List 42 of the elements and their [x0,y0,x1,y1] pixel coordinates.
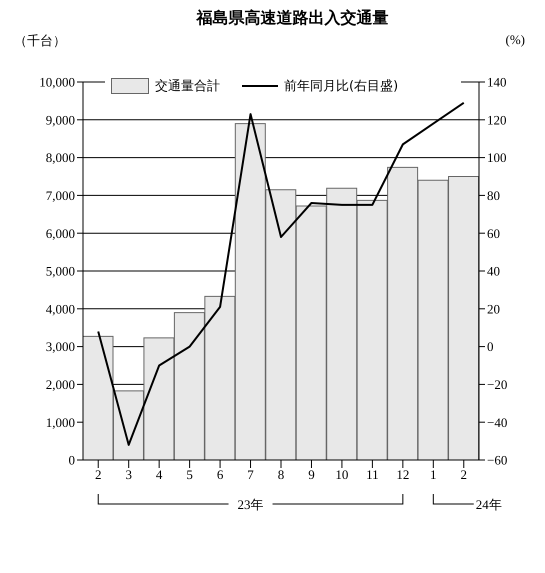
y2-tick-label: 140 [487,74,506,90]
y2-tick-label: 120 [487,112,506,128]
y-tick-label: 2,000 [46,377,75,392]
year-bracket: 24年 [432,494,502,512]
y2-axis-title: (%) [506,32,525,49]
y-tick-label: 8,000 [46,150,75,166]
x-tick-label: 1 [430,467,437,482]
y-tick-label: 4,000 [46,301,75,316]
y-axis-title: （千台） [14,32,66,50]
y-tick-label: 7,000 [46,188,75,204]
y2-tick-label: 20 [487,301,500,316]
y2-tick-label: 40 [487,264,500,279]
y-tick-label: 9,000 [46,112,75,128]
x-tick-label: 2 [94,467,102,482]
x-tick-label: 12 [396,467,410,482]
y2-tick-label: 60 [487,226,500,241]
x-tick-label: 3 [125,467,132,482]
x-tick-label: 8 [278,467,284,482]
y2-tick-label: 0 [487,339,494,354]
year-bracket: 23年 [98,494,404,512]
y2-tick-label: −60 [487,452,508,468]
y-tick-label: 10,000 [39,74,75,90]
y2-tick-label: 100 [487,150,506,166]
y2-tick-label: 80 [487,188,500,204]
x-tick-label: 4 [156,467,163,482]
x-tick-label: 6 [216,467,224,482]
y2-tick-label: −40 [487,414,508,430]
y-tick-label: 5,000 [46,264,75,279]
x-tick-label: 7 [247,467,254,482]
x-tick-label: 9 [308,467,315,482]
x-tick-label: 10 [335,467,348,482]
x-tick-label: 5 [186,467,193,482]
y-tick-label: 1,000 [46,414,75,430]
y-tick-label: 3,000 [46,339,75,354]
y-tick-label: 6,000 [46,226,75,241]
chart-title: 福島県高速道路出入交通量 [195,8,390,29]
y2-tick-label: −20 [487,377,508,392]
x-tick-label: 2 [460,467,468,482]
legend-label: 前年同月比(右目盛) [284,78,398,95]
x-tick-label: 11 [366,467,379,482]
y-tick-label: 0 [68,452,75,468]
legend-label: 交通量合計 [155,78,220,95]
